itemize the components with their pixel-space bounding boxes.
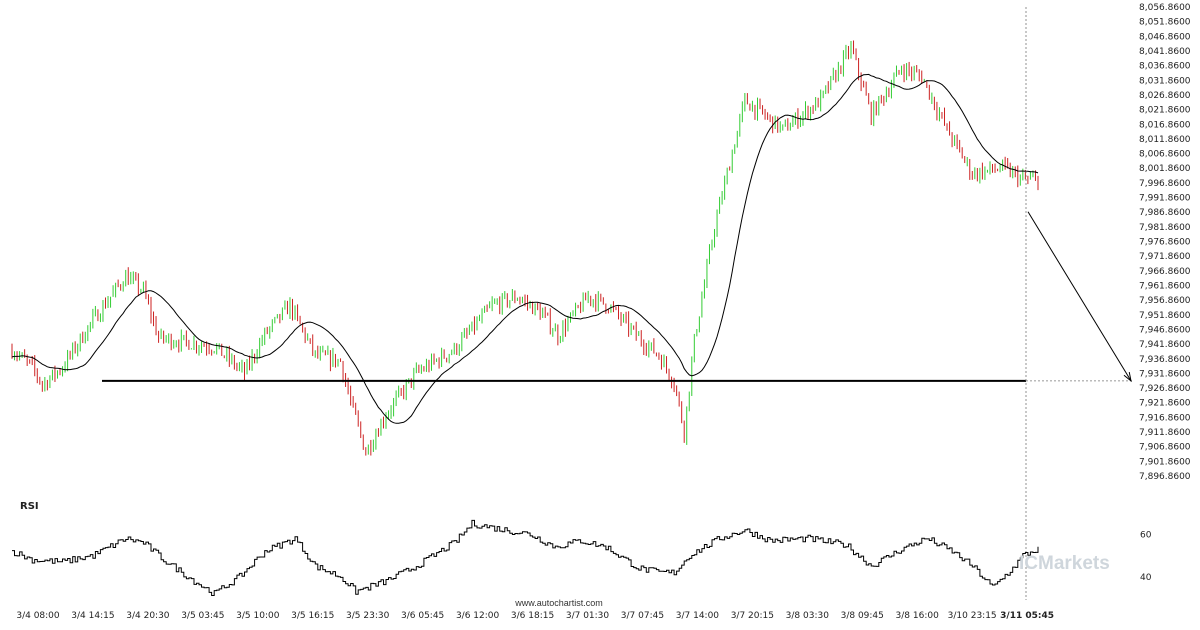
rsi-label: RSI bbox=[20, 501, 39, 512]
time-tick-label: 3/7 14:00 bbox=[676, 611, 720, 621]
forecast-arrow-head bbox=[1123, 371, 1132, 383]
time-tick-label: 3/5 23:30 bbox=[346, 611, 390, 621]
candlestick-series bbox=[11, 40, 1039, 456]
website-watermark: www.autochartist.com bbox=[514, 598, 603, 608]
price-tick-label: 7,901.8600 bbox=[1139, 457, 1191, 467]
forecast-arrow-line bbox=[1027, 211, 1132, 382]
price-tick-label: 7,951.8600 bbox=[1139, 311, 1191, 321]
price-tick-label: 7,966.8600 bbox=[1139, 267, 1191, 277]
price-tick-label: 7,961.8600 bbox=[1139, 281, 1191, 291]
chart-overlays bbox=[102, 7, 1134, 600]
price-tick-label: 7,926.8600 bbox=[1139, 384, 1191, 394]
price-tick-label: 8,021.8600 bbox=[1139, 106, 1191, 116]
brand-watermark: ICMarkets bbox=[1019, 553, 1110, 574]
time-tick-label: 3/5 03:45 bbox=[181, 611, 224, 621]
rsi-line bbox=[12, 519, 1039, 596]
time-tick-label: 3/6 18:15 bbox=[511, 611, 554, 621]
time-tick-label: 3/5 10:00 bbox=[236, 611, 280, 621]
price-tick-label: 8,026.8600 bbox=[1139, 91, 1191, 101]
price-tick-label: 7,931.8600 bbox=[1139, 369, 1191, 379]
price-tick-label: 7,986.8600 bbox=[1139, 208, 1191, 218]
price-tick-label: 8,001.8600 bbox=[1139, 164, 1191, 174]
price-tick-label: 7,911.8600 bbox=[1139, 428, 1191, 438]
price-tick-label: 7,991.8600 bbox=[1139, 194, 1191, 204]
price-tick-label: 8,006.8600 bbox=[1139, 150, 1191, 160]
moving-average-path bbox=[11, 73, 1039, 424]
time-tick-label: 3/8 16:00 bbox=[896, 611, 940, 621]
time-tick-label: 3/7 07:45 bbox=[621, 611, 664, 621]
price-tick-label: 8,016.8600 bbox=[1139, 120, 1191, 130]
time-tick-label: 3/7 20:15 bbox=[731, 611, 774, 621]
rsi-tick-label: 60 bbox=[1140, 530, 1152, 540]
price-tick-label: 8,046.8600 bbox=[1139, 32, 1191, 42]
time-tick-label: 3/10 23:15 bbox=[948, 611, 997, 621]
price-tick-label: 7,896.8600 bbox=[1139, 472, 1191, 482]
moving-average-line bbox=[11, 73, 1039, 424]
price-tick-label: 8,051.8600 bbox=[1139, 18, 1191, 28]
price-tick-label: 7,971.8600 bbox=[1139, 252, 1191, 262]
time-tick-label: 3/5 16:15 bbox=[291, 611, 334, 621]
rsi-panel: RSI 60 40 bbox=[12, 501, 1152, 596]
price-tick-label: 8,011.8600 bbox=[1139, 135, 1191, 145]
price-axis: 8,056.8600 8,051.8600 8,046.8600 8,041.8600… bbox=[1139, 3, 1191, 482]
time-tick-label: 3/4 20:30 bbox=[126, 611, 170, 621]
price-tick-label: 7,946.8600 bbox=[1139, 325, 1191, 335]
price-tick-label: 7,981.8600 bbox=[1139, 223, 1191, 233]
price-tick-label: 8,041.8600 bbox=[1139, 47, 1191, 57]
time-tick-label: 3/8 03:30 bbox=[786, 611, 830, 621]
price-tick-label: 8,031.8600 bbox=[1139, 76, 1191, 86]
price-tick-label: 7,916.8600 bbox=[1139, 413, 1191, 423]
price-tick-label: 7,956.8600 bbox=[1139, 296, 1191, 306]
price-tick-label: 8,056.8600 bbox=[1139, 3, 1191, 13]
price-tick-label: 7,936.8600 bbox=[1139, 355, 1191, 365]
price-tick-label: 7,941.8600 bbox=[1139, 340, 1191, 350]
price-tick-label: 7,921.8600 bbox=[1139, 399, 1191, 409]
rsi-tick-label: 40 bbox=[1140, 573, 1152, 583]
price-tick-label: 7,996.8600 bbox=[1139, 179, 1191, 189]
time-tick-label: 3/8 09:45 bbox=[841, 611, 884, 621]
time-axis: 3/4 08:00 3/4 14:15 3/4 20:30 3/5 03:45 3/5 … bbox=[16, 611, 1054, 621]
current-time-label: 3/11 05:45 bbox=[1000, 611, 1054, 621]
price-tick-label: 7,976.8600 bbox=[1139, 238, 1191, 248]
price-tick-label: 7,906.8600 bbox=[1139, 443, 1191, 453]
time-tick-label: 3/7 01:30 bbox=[566, 611, 610, 621]
time-tick-label: 3/6 12:00 bbox=[456, 611, 500, 621]
price-tick-label: 8,036.8600 bbox=[1139, 62, 1191, 72]
time-tick-label: 3/4 08:00 bbox=[16, 611, 60, 621]
time-tick-label: 3/6 05:45 bbox=[401, 611, 444, 621]
time-tick-label: 3/4 14:15 bbox=[71, 611, 114, 621]
